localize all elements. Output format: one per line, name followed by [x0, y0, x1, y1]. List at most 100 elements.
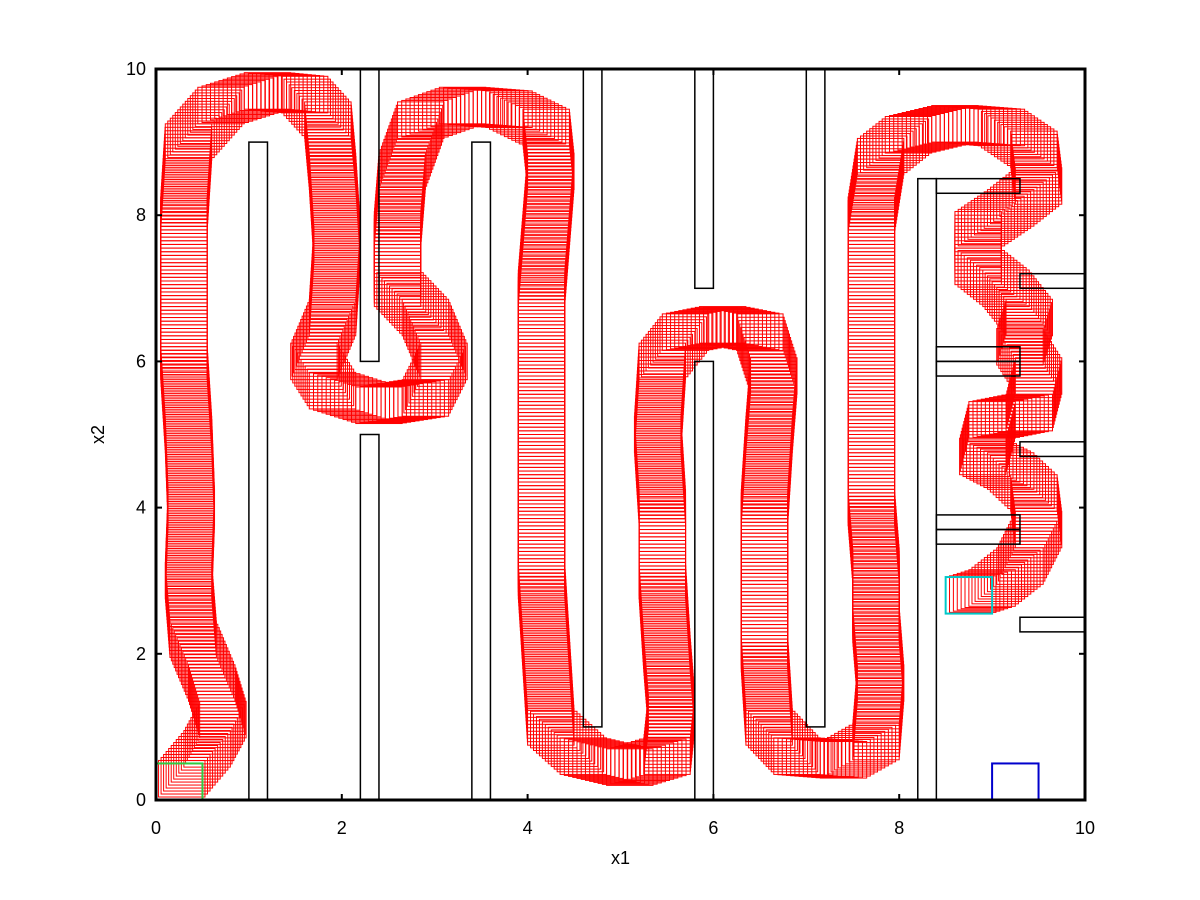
trajectory-box — [606, 748, 654, 786]
trajectory-box — [707, 307, 755, 346]
trajectory-box — [848, 189, 897, 228]
trajectory-box — [413, 325, 461, 364]
trajectory-box — [376, 383, 424, 421]
x-tick-label: 10 — [1075, 818, 1095, 838]
trajectory-box — [179, 106, 228, 145]
trajectory-box — [164, 123, 213, 161]
x-tick-label: 4 — [523, 818, 533, 838]
trajectory-box — [979, 267, 1027, 305]
trajectory-box — [686, 308, 735, 347]
trajectory-box — [403, 302, 451, 340]
trajectory-boxes — [155, 72, 1063, 801]
maze-wall — [935, 360, 1021, 377]
trajectory-box — [186, 660, 235, 699]
trajectory-box — [645, 333, 693, 372]
trajectory-box — [997, 395, 1045, 433]
trajectory-box — [185, 726, 233, 765]
maze-wall — [471, 141, 492, 801]
x-tick-label: 6 — [708, 818, 718, 838]
trajectory-box — [698, 306, 747, 344]
trajectory-box — [610, 747, 658, 785]
trajectory-box — [1001, 394, 1049, 433]
trajectory-box — [952, 574, 1001, 612]
trajectory-box — [952, 106, 1000, 145]
trajectory-box — [180, 647, 229, 685]
trajectory-box — [176, 637, 225, 675]
trajectory-box — [979, 448, 1028, 487]
trajectory-box — [188, 664, 236, 702]
trajectory-box — [743, 337, 792, 375]
trajectory-box — [359, 385, 407, 424]
trajectory-box — [291, 87, 339, 125]
trajectory-box — [661, 313, 710, 351]
trajectory-box — [183, 730, 231, 768]
trajectory-box — [182, 650, 230, 689]
trajectory-box — [640, 339, 689, 378]
trajectory-box — [765, 729, 814, 767]
trajectory-box — [410, 319, 458, 357]
y-tick-label: 10 — [126, 59, 146, 79]
trajectory-box — [850, 175, 899, 214]
trajectory-box — [682, 309, 730, 347]
trajectory-box — [388, 125, 436, 163]
goal-box — [991, 762, 1040, 802]
trajectory-box — [192, 92, 240, 130]
trajectory-box — [747, 350, 796, 389]
trajectory-box — [964, 204, 1012, 243]
trajectory-box — [584, 743, 633, 781]
trajectory-box — [247, 72, 296, 111]
trajectory-box — [768, 732, 816, 770]
maze-wall — [694, 360, 715, 801]
trajectory-box — [742, 333, 791, 372]
trajectory-box — [189, 95, 238, 133]
trajectory-box — [665, 312, 714, 351]
maze-wall — [935, 177, 1021, 195]
trajectory-box — [1007, 471, 1055, 510]
maze-wall — [694, 68, 715, 290]
trajectory-box — [1013, 360, 1062, 399]
trajectory-box — [971, 566, 1019, 605]
trajectory-box — [308, 298, 357, 337]
trajectory-box — [960, 431, 1009, 469]
y-tick-label: 2 — [136, 644, 146, 664]
y-axis-label: x2 — [88, 425, 108, 444]
trajectory-box — [420, 342, 468, 381]
trajectory-box — [980, 398, 1029, 437]
trajectory-box — [956, 572, 1005, 611]
trajectory-box — [976, 264, 1024, 303]
trajectory-box — [989, 455, 1038, 493]
trajectory-box — [173, 630, 222, 669]
trajectory-box — [851, 168, 900, 207]
trajectory-box — [998, 463, 1047, 501]
trajectory-box — [397, 379, 445, 418]
trajectory-box — [957, 208, 1006, 247]
trajectory-box — [746, 347, 795, 385]
maze-wall — [359, 433, 380, 801]
trajectory-box — [826, 736, 875, 775]
trajectory-box — [737, 316, 785, 355]
trajectory-box — [305, 305, 354, 344]
trajectory-box — [169, 117, 218, 156]
trajectory-box — [235, 74, 283, 113]
trajectory-box — [189, 667, 237, 706]
trajectory-box — [961, 427, 1010, 466]
trajectory-box — [618, 744, 666, 783]
trajectory-box — [854, 155, 902, 193]
maze-wall — [1019, 616, 1086, 633]
trajectory-box — [678, 310, 726, 348]
trajectory-box — [643, 336, 691, 375]
trajectory-box — [1000, 334, 1048, 373]
y-tick-label: 8 — [136, 205, 146, 225]
trajectory-box — [382, 142, 430, 180]
trajectory-box — [956, 107, 1005, 145]
trajectory-box — [180, 733, 229, 771]
trajectory-box — [1000, 292, 1049, 331]
trajectory-box — [670, 311, 718, 350]
trajectory-box — [194, 684, 242, 722]
trajectory-box — [515, 105, 563, 143]
trajectory-box — [965, 411, 1014, 449]
trajectory-box — [380, 145, 429, 184]
trajectory-box — [823, 738, 871, 777]
trajectory-box — [1010, 373, 1059, 412]
